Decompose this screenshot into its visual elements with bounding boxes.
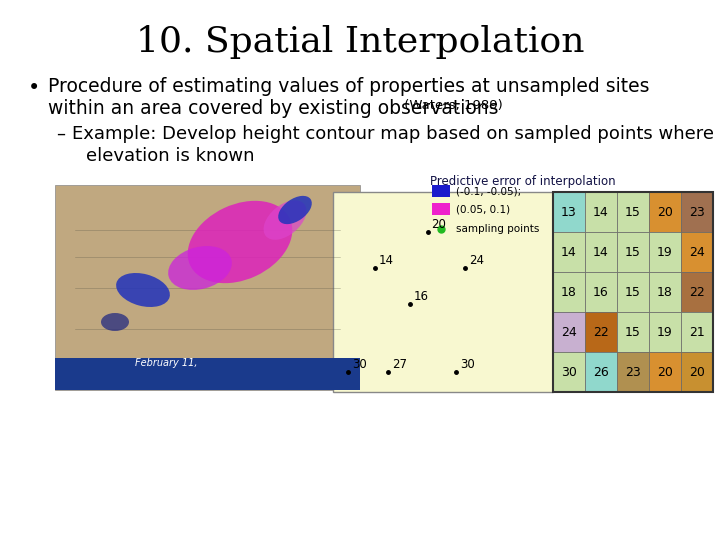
Ellipse shape bbox=[116, 273, 170, 307]
Bar bbox=[585, 272, 617, 312]
Bar bbox=[553, 192, 713, 392]
Ellipse shape bbox=[278, 196, 312, 224]
Text: (0.05, 0.1): (0.05, 0.1) bbox=[456, 204, 510, 214]
Bar bbox=[553, 312, 585, 352]
Bar bbox=[617, 352, 649, 392]
Text: 18: 18 bbox=[561, 286, 577, 299]
Bar bbox=[681, 352, 713, 392]
Text: 20: 20 bbox=[431, 218, 446, 231]
Text: 23: 23 bbox=[689, 206, 705, 219]
Text: 14: 14 bbox=[561, 246, 577, 259]
Text: 20: 20 bbox=[657, 206, 673, 219]
Text: 26: 26 bbox=[593, 366, 609, 379]
Text: (-0.1, -0.05);: (-0.1, -0.05); bbox=[456, 186, 521, 196]
Text: 14: 14 bbox=[379, 254, 394, 267]
Bar bbox=[681, 232, 713, 272]
Text: –: – bbox=[56, 125, 65, 143]
Text: 15: 15 bbox=[625, 206, 641, 219]
Text: •: • bbox=[28, 78, 40, 98]
Text: 13: 13 bbox=[561, 206, 577, 219]
Text: 18: 18 bbox=[657, 286, 673, 299]
Text: (Waters, 1989): (Waters, 1989) bbox=[400, 99, 503, 112]
Bar bbox=[432, 203, 450, 215]
Text: Example: Develop height contour map based on sampled points where: Example: Develop height contour map base… bbox=[72, 125, 714, 143]
Bar bbox=[55, 185, 360, 390]
Text: February 11,: February 11, bbox=[135, 358, 197, 368]
Text: 20: 20 bbox=[657, 366, 673, 379]
Text: 19: 19 bbox=[657, 246, 673, 259]
Bar bbox=[553, 352, 585, 392]
Text: 15: 15 bbox=[625, 246, 641, 259]
Bar bbox=[585, 232, 617, 272]
Text: 10. Spatial Interpolation: 10. Spatial Interpolation bbox=[136, 25, 584, 59]
Text: 30: 30 bbox=[561, 366, 577, 379]
Text: 20: 20 bbox=[689, 366, 705, 379]
Bar bbox=[681, 192, 713, 232]
Text: 15: 15 bbox=[625, 326, 641, 339]
Bar bbox=[649, 232, 681, 272]
Ellipse shape bbox=[101, 313, 129, 331]
Text: 23: 23 bbox=[625, 366, 641, 379]
Bar bbox=[333, 192, 553, 392]
Text: 16: 16 bbox=[414, 290, 429, 303]
Text: 21: 21 bbox=[689, 326, 705, 339]
Bar bbox=[553, 192, 585, 232]
Text: 30: 30 bbox=[352, 358, 367, 371]
Bar bbox=[585, 192, 617, 232]
Text: 30: 30 bbox=[460, 358, 475, 371]
Bar bbox=[649, 352, 681, 392]
Text: 24: 24 bbox=[561, 326, 577, 339]
Ellipse shape bbox=[264, 200, 307, 240]
Bar bbox=[617, 192, 649, 232]
Text: 14: 14 bbox=[593, 246, 609, 259]
Text: 19: 19 bbox=[657, 326, 673, 339]
Text: 16: 16 bbox=[593, 286, 609, 299]
Ellipse shape bbox=[188, 201, 292, 283]
Text: 24: 24 bbox=[689, 246, 705, 259]
Text: 24: 24 bbox=[469, 254, 484, 267]
Bar bbox=[585, 352, 617, 392]
Bar bbox=[649, 192, 681, 232]
Text: 27: 27 bbox=[392, 358, 407, 371]
Text: 14: 14 bbox=[593, 206, 609, 219]
Text: 15: 15 bbox=[625, 286, 641, 299]
Ellipse shape bbox=[168, 246, 232, 290]
Bar bbox=[681, 272, 713, 312]
Bar bbox=[553, 272, 585, 312]
Bar bbox=[649, 312, 681, 352]
Bar bbox=[617, 272, 649, 312]
Text: sampling points: sampling points bbox=[456, 224, 539, 234]
Bar bbox=[432, 185, 450, 197]
Bar bbox=[681, 312, 713, 352]
Bar bbox=[553, 232, 585, 272]
Bar bbox=[617, 312, 649, 352]
Bar bbox=[649, 272, 681, 312]
Text: Predictive error of interpolation: Predictive error of interpolation bbox=[430, 175, 616, 188]
Text: 22: 22 bbox=[689, 286, 705, 299]
Text: Procedure of estimating values of properties at unsampled sites: Procedure of estimating values of proper… bbox=[48, 77, 649, 96]
Text: 22: 22 bbox=[593, 326, 609, 339]
Text: elevation is known: elevation is known bbox=[86, 147, 254, 165]
Bar bbox=[585, 312, 617, 352]
Bar bbox=[617, 232, 649, 272]
Text: within an area covered by existing observations: within an area covered by existing obser… bbox=[48, 99, 498, 118]
Bar bbox=[55, 358, 360, 390]
